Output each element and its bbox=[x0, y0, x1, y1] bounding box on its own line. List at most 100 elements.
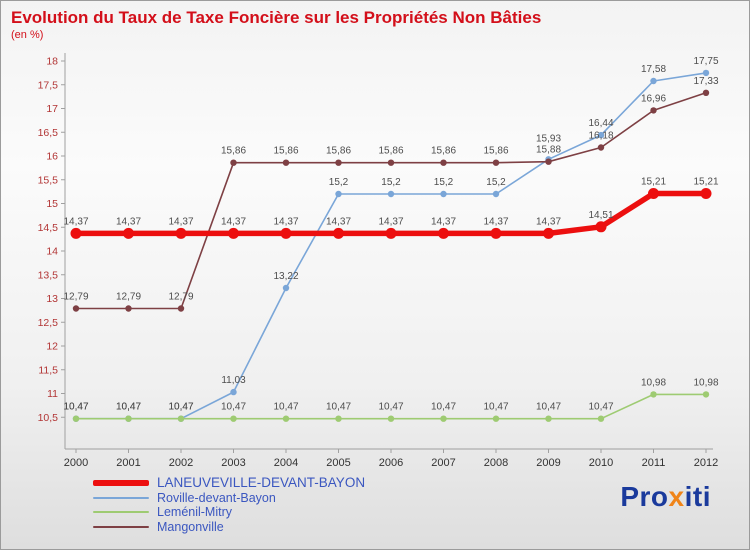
data-label: 12,79 bbox=[63, 292, 88, 303]
data-point bbox=[123, 227, 134, 239]
data-point bbox=[597, 131, 605, 139]
y-tick-label: 18 bbox=[46, 56, 58, 68]
legend: LANEUVEVILLE-DEVANT-BAYON Roville-devant-… bbox=[93, 476, 365, 534]
x-tick-label: 2004 bbox=[274, 457, 298, 469]
data-point bbox=[440, 190, 447, 198]
y-tick-label: 10,5 bbox=[38, 412, 59, 424]
data-label: 10,47 bbox=[221, 402, 246, 413]
data-label: 10,47 bbox=[168, 402, 193, 413]
proxiti-logo: Proxiti bbox=[620, 481, 711, 513]
data-label: 15,86 bbox=[483, 146, 508, 157]
data-label: 10,47 bbox=[63, 402, 88, 413]
logo-part-x: x bbox=[668, 481, 685, 512]
data-label: 15,86 bbox=[326, 146, 351, 157]
x-tick-label: 2005 bbox=[326, 457, 350, 469]
data-label: 14,37 bbox=[273, 216, 298, 227]
data-point bbox=[72, 305, 80, 312]
chart-footer: LANEUVEVILLE-DEVANT-BAYON Roville-devant-… bbox=[1, 473, 749, 534]
data-point bbox=[648, 188, 659, 199]
data-point bbox=[545, 158, 552, 165]
data-label: 10,47 bbox=[431, 402, 456, 413]
data-label: 14,37 bbox=[221, 216, 246, 227]
data-label: 14,37 bbox=[63, 216, 88, 227]
data-point bbox=[650, 77, 657, 85]
data-label: 15,88 bbox=[536, 145, 561, 156]
data-label: 10,47 bbox=[168, 402, 193, 413]
data-point bbox=[440, 159, 447, 166]
data-label: 14,37 bbox=[431, 216, 456, 227]
data-label: 17,75 bbox=[693, 56, 718, 67]
data-point bbox=[700, 188, 712, 199]
data-point bbox=[230, 415, 237, 422]
data-label: 12,79 bbox=[168, 292, 193, 303]
data-point bbox=[177, 305, 185, 312]
data-point bbox=[702, 391, 710, 398]
data-label: 14,37 bbox=[168, 216, 193, 227]
x-tick-label: 2012 bbox=[694, 457, 718, 469]
data-point bbox=[125, 415, 132, 422]
legend-item: Roville-devant-Bayon bbox=[93, 491, 365, 506]
legend-swatch bbox=[93, 480, 149, 487]
data-label: 11,03 bbox=[221, 375, 246, 386]
x-tick-label: 2002 bbox=[169, 457, 193, 469]
y-tick-label: 12 bbox=[46, 341, 58, 353]
data-point bbox=[492, 190, 500, 198]
data-label: 15,93 bbox=[536, 134, 561, 145]
data-point bbox=[492, 415, 500, 422]
data-point bbox=[72, 415, 80, 422]
data-label: 10,47 bbox=[483, 402, 508, 413]
data-label: 10,47 bbox=[273, 402, 298, 413]
data-label: 14,37 bbox=[326, 216, 351, 227]
data-label: 14,37 bbox=[378, 216, 403, 227]
y-tick-label: 13,5 bbox=[38, 269, 59, 281]
data-label: 10,47 bbox=[116, 402, 141, 413]
data-point bbox=[385, 227, 397, 239]
data-label: 10,47 bbox=[378, 402, 403, 413]
data-point bbox=[280, 227, 292, 239]
data-point bbox=[387, 159, 395, 166]
y-tick-label: 16,5 bbox=[38, 127, 59, 139]
data-point bbox=[230, 159, 237, 166]
data-point bbox=[387, 190, 395, 198]
data-point bbox=[282, 284, 290, 292]
data-point bbox=[650, 391, 657, 398]
y-tick-label: 14,5 bbox=[38, 222, 59, 234]
data-label: 10,47 bbox=[536, 402, 561, 413]
data-label: 12,79 bbox=[116, 292, 141, 303]
data-point bbox=[595, 221, 607, 233]
x-tick-label: 2011 bbox=[642, 457, 666, 469]
y-tick-label: 15 bbox=[46, 198, 58, 210]
y-tick-label: 13 bbox=[46, 293, 58, 305]
data-label: 15,21 bbox=[641, 177, 666, 188]
y-tick-label: 16 bbox=[46, 151, 58, 163]
logo-part-iti: iti bbox=[684, 481, 711, 512]
chart-svg: 10,5 11 11,5 12 12,5 13 13,5 14 14,5 15 15,5 16 16,5… bbox=[38, 53, 719, 469]
chart-header: Evolution du Taux de Taxe Foncière sur l… bbox=[1, 1, 749, 41]
data-label: 10,47 bbox=[326, 402, 351, 413]
data-point bbox=[282, 159, 290, 166]
y-tick-label: 17 bbox=[46, 103, 58, 115]
data-point bbox=[177, 415, 185, 422]
data-point bbox=[597, 415, 605, 422]
legend-label: LANEUVEVILLE-DEVANT-BAYON bbox=[157, 475, 366, 491]
data-point bbox=[125, 305, 132, 312]
data-label: 15,2 bbox=[486, 177, 506, 188]
data-label: 14,37 bbox=[536, 216, 561, 227]
data-label: 17,33 bbox=[693, 76, 718, 87]
data-label: 15,86 bbox=[273, 146, 298, 157]
data-point bbox=[228, 227, 239, 239]
data-point bbox=[282, 415, 290, 422]
legend-item: LANEUVEVILLE-DEVANT-BAYON bbox=[93, 476, 365, 491]
y-tick-label: 14 bbox=[46, 246, 58, 258]
x-tick-label: 2003 bbox=[221, 457, 245, 469]
data-point bbox=[545, 415, 552, 422]
data-label: 10,98 bbox=[693, 377, 718, 388]
data-point bbox=[597, 144, 605, 151]
data-point bbox=[490, 227, 502, 239]
x-tick-label: 2010 bbox=[589, 457, 613, 469]
data-label: 16,44 bbox=[588, 118, 613, 129]
data-label: 14,37 bbox=[116, 216, 141, 227]
data-point bbox=[335, 415, 342, 422]
data-point bbox=[387, 415, 395, 422]
